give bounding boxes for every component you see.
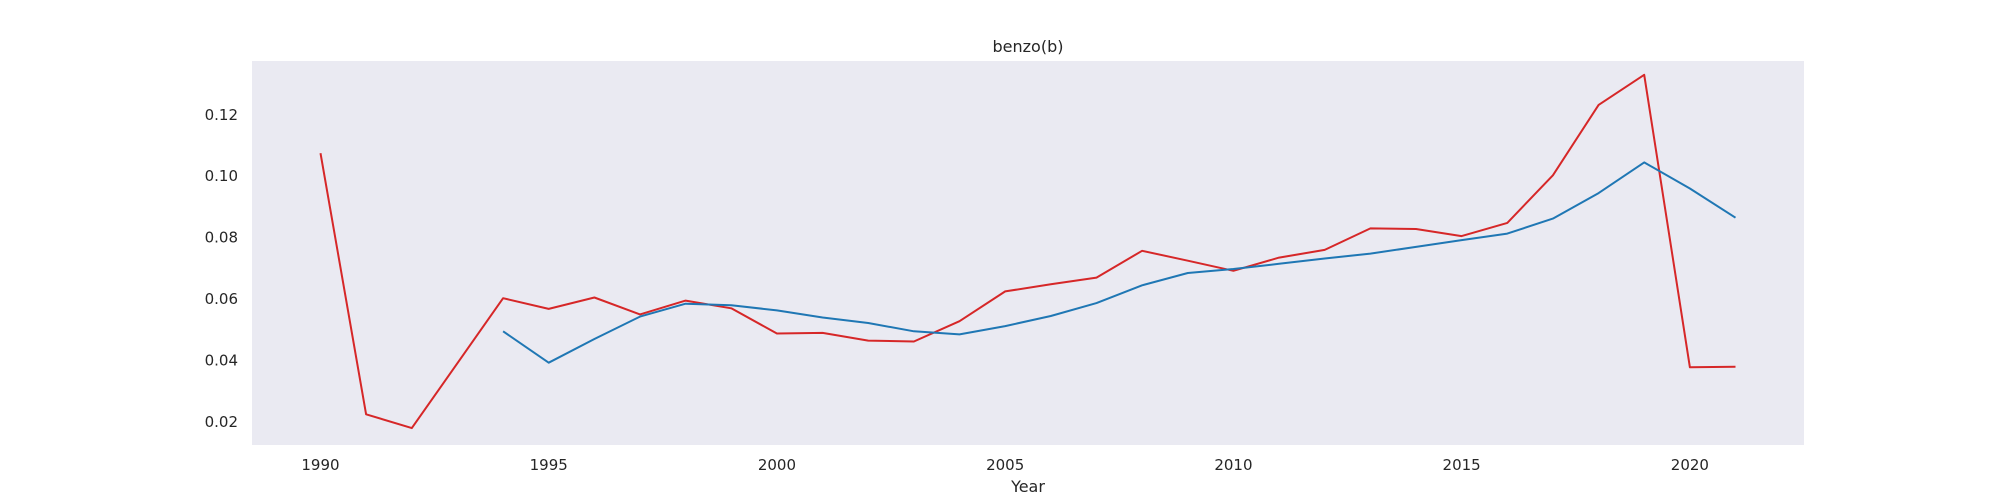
x-tick-label: 2020 [1671, 456, 1709, 474]
x-tick-label: 2005 [986, 456, 1024, 474]
x-axis-label: Year [1010, 477, 1045, 496]
y-tick-label: 0.06 [205, 290, 238, 308]
chart-title: benzo(b) [993, 37, 1064, 56]
series-line-2 [502, 161, 1737, 364]
x-tick-label: 2015 [1443, 456, 1481, 474]
y-tick-label: 0.12 [205, 106, 238, 124]
x-axis-ticks: 1990 1995 2000 2005 2010 2015 2020 [301, 456, 1709, 474]
plot-area [252, 61, 1804, 445]
y-tick-label: 0.08 [205, 229, 238, 247]
y-tick-label: 0.02 [205, 413, 238, 431]
x-tick-label: 1995 [530, 456, 568, 474]
y-tick-label: 0.10 [205, 167, 238, 185]
y-tick-label: 0.04 [205, 352, 238, 370]
y-axis-ticks: 0.02 0.04 0.06 0.08 0.10 0.12 [205, 106, 238, 431]
series-line-1 [319, 73, 1736, 430]
x-tick-label: 2000 [758, 456, 796, 474]
x-tick-label: 1990 [301, 456, 339, 474]
series-layer [319, 73, 1737, 430]
x-tick-label: 2010 [1214, 456, 1252, 474]
